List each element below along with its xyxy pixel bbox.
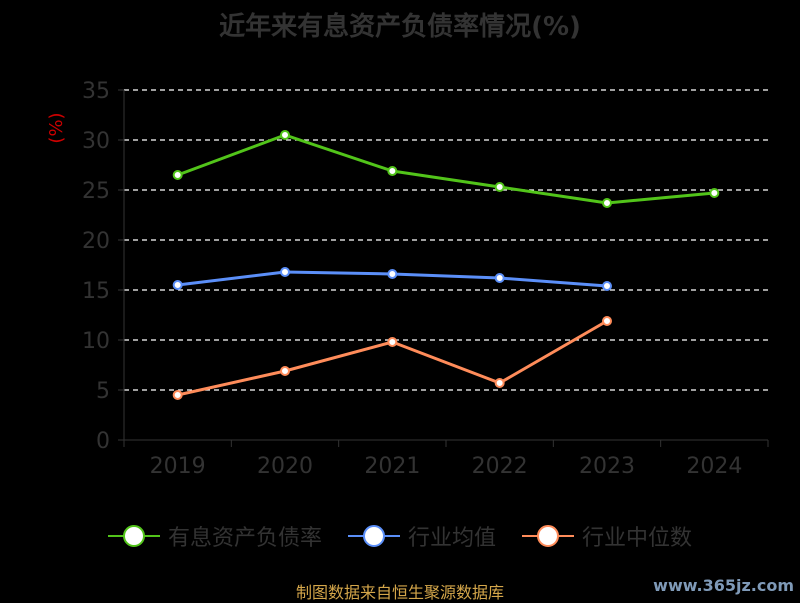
legend-label: 行业均值 bbox=[407, 526, 496, 551]
y-tick-label: 20 bbox=[82, 229, 110, 254]
axes: 0 5 10 15 20 25 30 35 2019 2020 2021 2022 2023 2024 bbox=[82, 79, 769, 479]
series-0 bbox=[172, 130, 720, 208]
x-tick-label: 2020 bbox=[257, 454, 313, 479]
x-tick-label: 2021 bbox=[364, 454, 420, 479]
legend-swatch bbox=[347, 524, 400, 548]
data-point bbox=[172, 390, 183, 400]
legend-label: 行业中位数 bbox=[582, 526, 693, 551]
data-point bbox=[602, 198, 612, 208]
data-point bbox=[280, 130, 290, 140]
y-tick-label: 30 bbox=[82, 129, 110, 154]
y-tick-label: 25 bbox=[82, 179, 110, 204]
legend-item[interactable]: 行业均值 bbox=[347, 520, 496, 552]
y-tick-label: 35 bbox=[82, 79, 110, 104]
data-point bbox=[172, 170, 183, 180]
data-point bbox=[280, 366, 290, 376]
grid-lines bbox=[124, 89, 768, 391]
series-line bbox=[177, 319, 608, 397]
x-tick-label: 2019 bbox=[150, 454, 206, 479]
y-tick-label: 5 bbox=[96, 379, 110, 404]
x-tick-label: 2022 bbox=[472, 454, 528, 479]
y-tick-label: 15 bbox=[82, 279, 110, 304]
data-point bbox=[494, 378, 505, 388]
source-note: 制图数据来自恒生聚源数据库 bbox=[295, 583, 504, 602]
data-point bbox=[602, 316, 612, 326]
series-line bbox=[177, 133, 715, 205]
legend: 有息资产负债率 行业均值 行业中位数 bbox=[0, 520, 800, 552]
series-2 bbox=[172, 316, 612, 400]
data-point bbox=[172, 280, 183, 290]
data-point bbox=[494, 273, 505, 283]
series-lines bbox=[172, 130, 720, 400]
watermark: www.365jz.com bbox=[653, 576, 794, 595]
legend-item[interactable]: 有息资产负债率 bbox=[107, 520, 322, 552]
x-tick-label: 2023 bbox=[579, 454, 635, 479]
legend-label: 有息资产负债率 bbox=[167, 526, 322, 551]
data-point bbox=[709, 188, 720, 198]
data-point bbox=[602, 281, 612, 291]
x-tick-label: 2024 bbox=[686, 454, 742, 479]
legend-swatch bbox=[522, 524, 574, 548]
chart-title: 近年来有息资产负债率情况(%) bbox=[219, 12, 581, 42]
data-point bbox=[387, 337, 398, 347]
y-tick-label: 10 bbox=[82, 329, 110, 354]
y-tick-label: 0 bbox=[96, 429, 110, 454]
series-1 bbox=[172, 267, 612, 291]
data-point bbox=[387, 166, 398, 176]
data-point bbox=[494, 182, 505, 192]
legend-item[interactable]: 行业中位数 bbox=[522, 520, 692, 552]
legend-swatch bbox=[107, 524, 160, 548]
data-point bbox=[387, 269, 398, 279]
data-point bbox=[280, 267, 290, 277]
y-axis-label: (%) bbox=[46, 112, 67, 143]
